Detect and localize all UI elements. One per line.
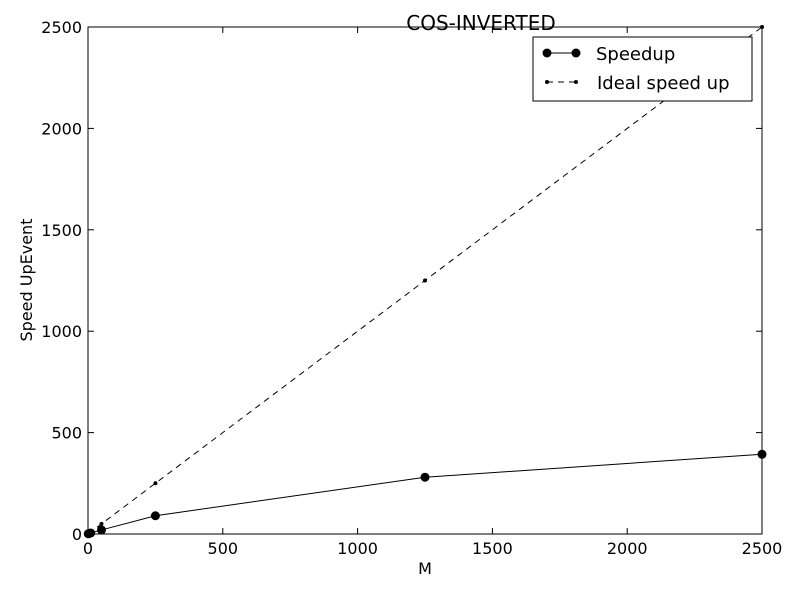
ideal-point <box>153 481 158 486</box>
y-tick-label: 500 <box>51 424 82 443</box>
legend-swatch-marker-ideal <box>545 80 549 84</box>
x-tick-label: 0 <box>83 539 93 558</box>
ideal-point <box>423 278 427 283</box>
x-tick-label: 500 <box>208 539 239 558</box>
ideal-point <box>88 529 93 534</box>
legend: Speedup Ideal speed up <box>532 36 753 102</box>
x-tick-label: 2000 <box>607 539 648 558</box>
legend-label-speedup: Speedup <box>596 44 675 65</box>
series-line-speedup <box>88 453 762 534</box>
speedup-point <box>96 525 106 535</box>
legend-label-ideal: Ideal speed up <box>597 73 730 94</box>
x-axis-ticks: 0 500 1000 1500 2000 2500 <box>83 27 782 558</box>
y-tick-label: 1500 <box>41 221 82 240</box>
y-tick-label: 1000 <box>41 322 82 341</box>
legend-box <box>532 36 753 102</box>
legend-swatch-marker-speedup <box>542 48 552 58</box>
speedup-point <box>150 511 160 521</box>
x-tick-label: 1500 <box>472 539 513 558</box>
y-axis-ticks: 0 500 1000 1500 2000 2500 <box>41 18 762 544</box>
legend-swatch-marker-ideal <box>574 80 578 84</box>
y-axis-label: Speed UpEvent <box>17 219 36 342</box>
ideal-point <box>99 521 104 526</box>
y-tick-label: 2000 <box>41 119 82 138</box>
speedup-point <box>420 472 430 482</box>
y-tick-label: 2500 <box>41 18 82 37</box>
x-tick-label: 1000 <box>337 539 378 558</box>
legend-swatch-marker-speedup <box>571 48 581 58</box>
x-tick-label: 2500 <box>742 539 783 558</box>
plot-frame <box>87 26 763 535</box>
chart-title: COS-INVERTED <box>406 11 556 35</box>
y-tick-label: 0 <box>72 525 82 544</box>
x-axis-label: M <box>418 559 432 578</box>
